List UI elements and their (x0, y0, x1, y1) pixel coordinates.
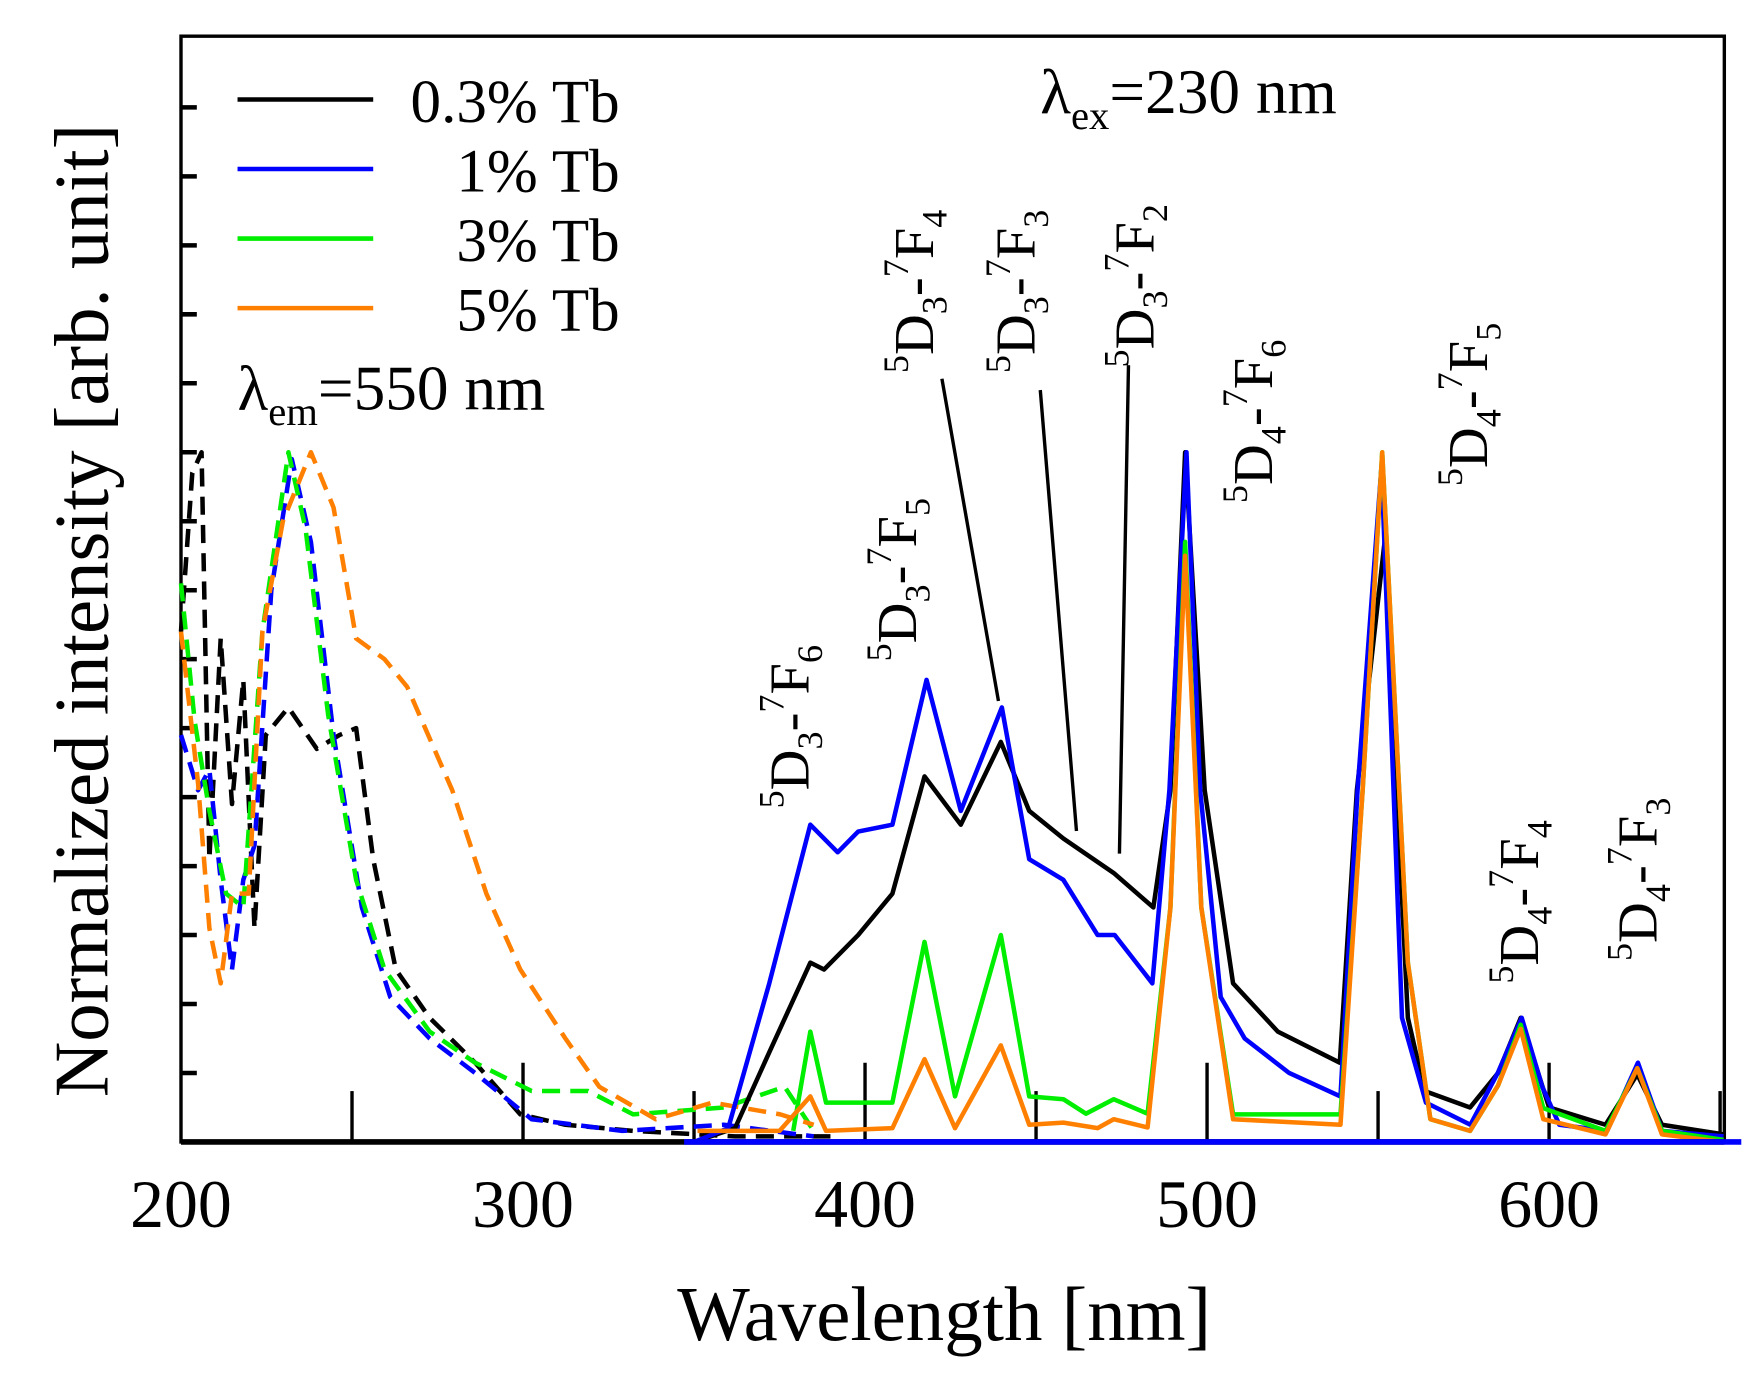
excitation-wavelength-label: λem=550 nm (238, 353, 546, 434)
x-tick-label: 400 (814, 1167, 916, 1242)
series-line-0-3-tb-excitation (178, 449, 837, 1139)
series-line-5-tb-emission (697, 449, 1724, 1145)
legend-label: 1% Tb (456, 139, 619, 206)
transition-label: 5D4-7F6 (1215, 340, 1293, 503)
x-axis-title: Wavelength [nm] (677, 1271, 1211, 1357)
x-tick-label: 200 (130, 1167, 232, 1242)
transition-label: 5D3-7F6 (752, 645, 830, 808)
transition-label: 5D4-7F5 (1430, 323, 1508, 486)
leader-line-7F4 (940, 378, 1001, 702)
emission-excitation-wavelength-label: λex=230 nm (1040, 57, 1336, 138)
y-ticks (180, 105, 197, 1076)
transition-label: 5D4-7F3 (1600, 798, 1678, 961)
transition-annotations: 5D3-7F6 5D3-7F5 5D3-7F4 5D3-7F3 5D3-7F2 5D4-7… (752, 204, 1678, 984)
y-axis-title: Normalized intensity [arb. unit] (39, 124, 125, 1097)
x-tick-label: 300 (472, 1167, 574, 1242)
series-group (178, 449, 1724, 1145)
x-tick-label: 600 (1498, 1167, 1600, 1242)
legend-label: 3% Tb (456, 208, 619, 275)
transition-label: 5D4-7F4 (1481, 820, 1559, 983)
transition-label: 5D3-7F3 (978, 210, 1056, 373)
series-line-3-tb-excitation (178, 449, 816, 1133)
transition-label: 5D3-7F4 (876, 210, 954, 373)
legend-label: 5% Tb (456, 278, 619, 345)
annotation-leader-lines (940, 365, 1131, 854)
x-ticks: 200 300 400 500 600 (130, 1062, 1722, 1242)
transition-label: 5D3-7F2 (1096, 204, 1174, 367)
series-line-0-3-tb-emission (693, 449, 1724, 1145)
x-tick-label: 500 (1156, 1167, 1258, 1242)
series-line-1-tb-excitation (178, 456, 814, 1139)
series-line-5-tb-excitation (178, 449, 815, 1127)
leader-line-7F3 (1038, 389, 1079, 832)
series-line-1-tb-emission (693, 449, 1724, 1145)
legend-label: 0.3% Tb (411, 69, 620, 136)
leader-line-7F2 (1117, 365, 1131, 854)
series-line-3-tb-emission (791, 449, 1724, 1143)
transition-label: 5D3-7F5 (859, 498, 937, 661)
legend: 0.3% Tb1% Tb3% Tb5% Tb (237, 69, 620, 345)
